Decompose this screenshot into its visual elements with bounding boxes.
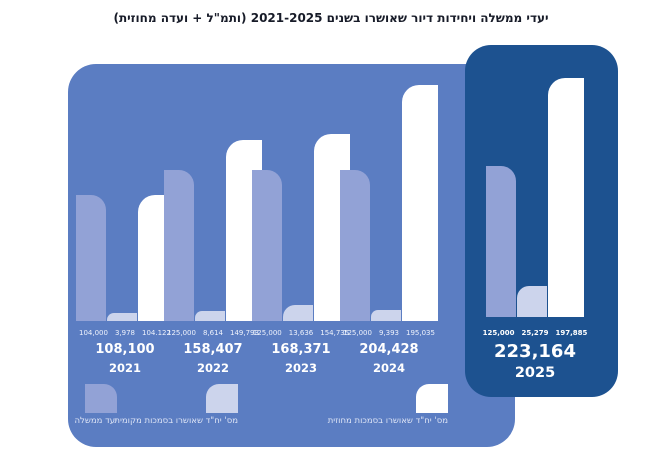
year-label-2025: 2025 (514, 365, 556, 381)
bar-district-authority-approved-2024 (402, 85, 438, 321)
value-label-local-authority-approved-2024: 9,393 (378, 329, 400, 337)
value-label-district-authority-approved-2022: 149,793 (230, 329, 259, 337)
bar-local-authority-approved-2025 (517, 286, 547, 317)
bar-local-authority-approved-2022 (195, 311, 225, 321)
value-label-local-authority-approved-2025: 25,279 (521, 329, 549, 337)
value-label-local-authority-approved-2022: 8,614 (202, 329, 224, 337)
district-authority-swatch-icon (416, 384, 448, 413)
year-label-2022: 2022 (196, 361, 229, 375)
legend-label-government-target: יעד ממשלה (74, 416, 117, 426)
total-label-2023: 168,371 (271, 342, 331, 357)
total-label-2022: 158,407 (183, 342, 243, 357)
value-labels-2021: 104,000 3,978 104.122 (67, 328, 183, 338)
bar-government-target-2022 (164, 170, 194, 321)
total-label-2025: 223,164 (494, 341, 576, 362)
value-label-local-authority-approved-2023: 13,636 (288, 329, 314, 337)
value-label-district-authority-approved-2021: 104.122 (142, 329, 171, 337)
legend-label-local-authority: מס' יח"ד שאושרו בסמכות מקומית (114, 416, 238, 426)
year-label-2023: 2023 (284, 361, 317, 375)
value-labels-2022: 125,000 8,614 149,793 (155, 328, 271, 338)
chart-title: יעדי ממשלה ויחידות דיור שאושרו בשנים 202… (113, 11, 549, 25)
government-target-swatch-icon (85, 384, 117, 413)
value-label-government-target-2022: 125,000 (167, 329, 196, 337)
local-authority-swatch-icon (206, 384, 238, 413)
total-label-2021: 108,100 (95, 342, 155, 357)
legend-item-district-authority: מס' יח"ד שאושרו בסמכות מחוזית (310, 384, 448, 427)
bar-local-authority-approved-2024 (371, 310, 401, 321)
bar-government-target-2024 (340, 170, 370, 321)
value-label-government-target-2021: 104,000 (79, 329, 108, 337)
value-label-district-authority-approved-2023: 154,735 (320, 329, 350, 337)
bar-government-target-2023 (252, 170, 282, 321)
value-labels-2023: 125,000 13,636 154,735 (243, 328, 359, 338)
value-label-district-authority-approved-2025: 197,885 (555, 329, 588, 337)
year-label-2024: 2024 (372, 361, 405, 375)
legend-item-government-target: יעד ממשלה (33, 384, 117, 427)
bar-government-target-2021 (76, 195, 106, 321)
total-label-2024: 204,428 (359, 342, 419, 357)
value-label-local-authority-approved-2021: 3,978 (114, 329, 136, 337)
value-labels-2025: 125,000 25,279 197,885 (477, 328, 593, 338)
bar-local-authority-approved-2021 (107, 313, 137, 321)
value-label-government-target-2025: 125,000 (482, 329, 515, 337)
bar-local-authority-approved-2023 (283, 305, 313, 321)
legend-item-local-authority: מס' יח"ד שאושרו בסמכות מקומית (100, 384, 238, 427)
value-label-government-target-2024: 125,000 (343, 329, 372, 337)
legend-label-district-authority: מס' יח"ד שאושרו בסמכות מחוזית (327, 416, 448, 426)
year-label-2021: 2021 (108, 361, 141, 375)
bar-government-target-2025 (486, 166, 516, 317)
bar-district-authority-approved-2025 (548, 78, 584, 317)
value-labels-2024: 125,000 9,393 195,035 (331, 328, 447, 338)
value-label-district-authority-approved-2024: 195,035 (406, 329, 435, 337)
value-label-government-target-2023: 125,000 (252, 329, 282, 337)
